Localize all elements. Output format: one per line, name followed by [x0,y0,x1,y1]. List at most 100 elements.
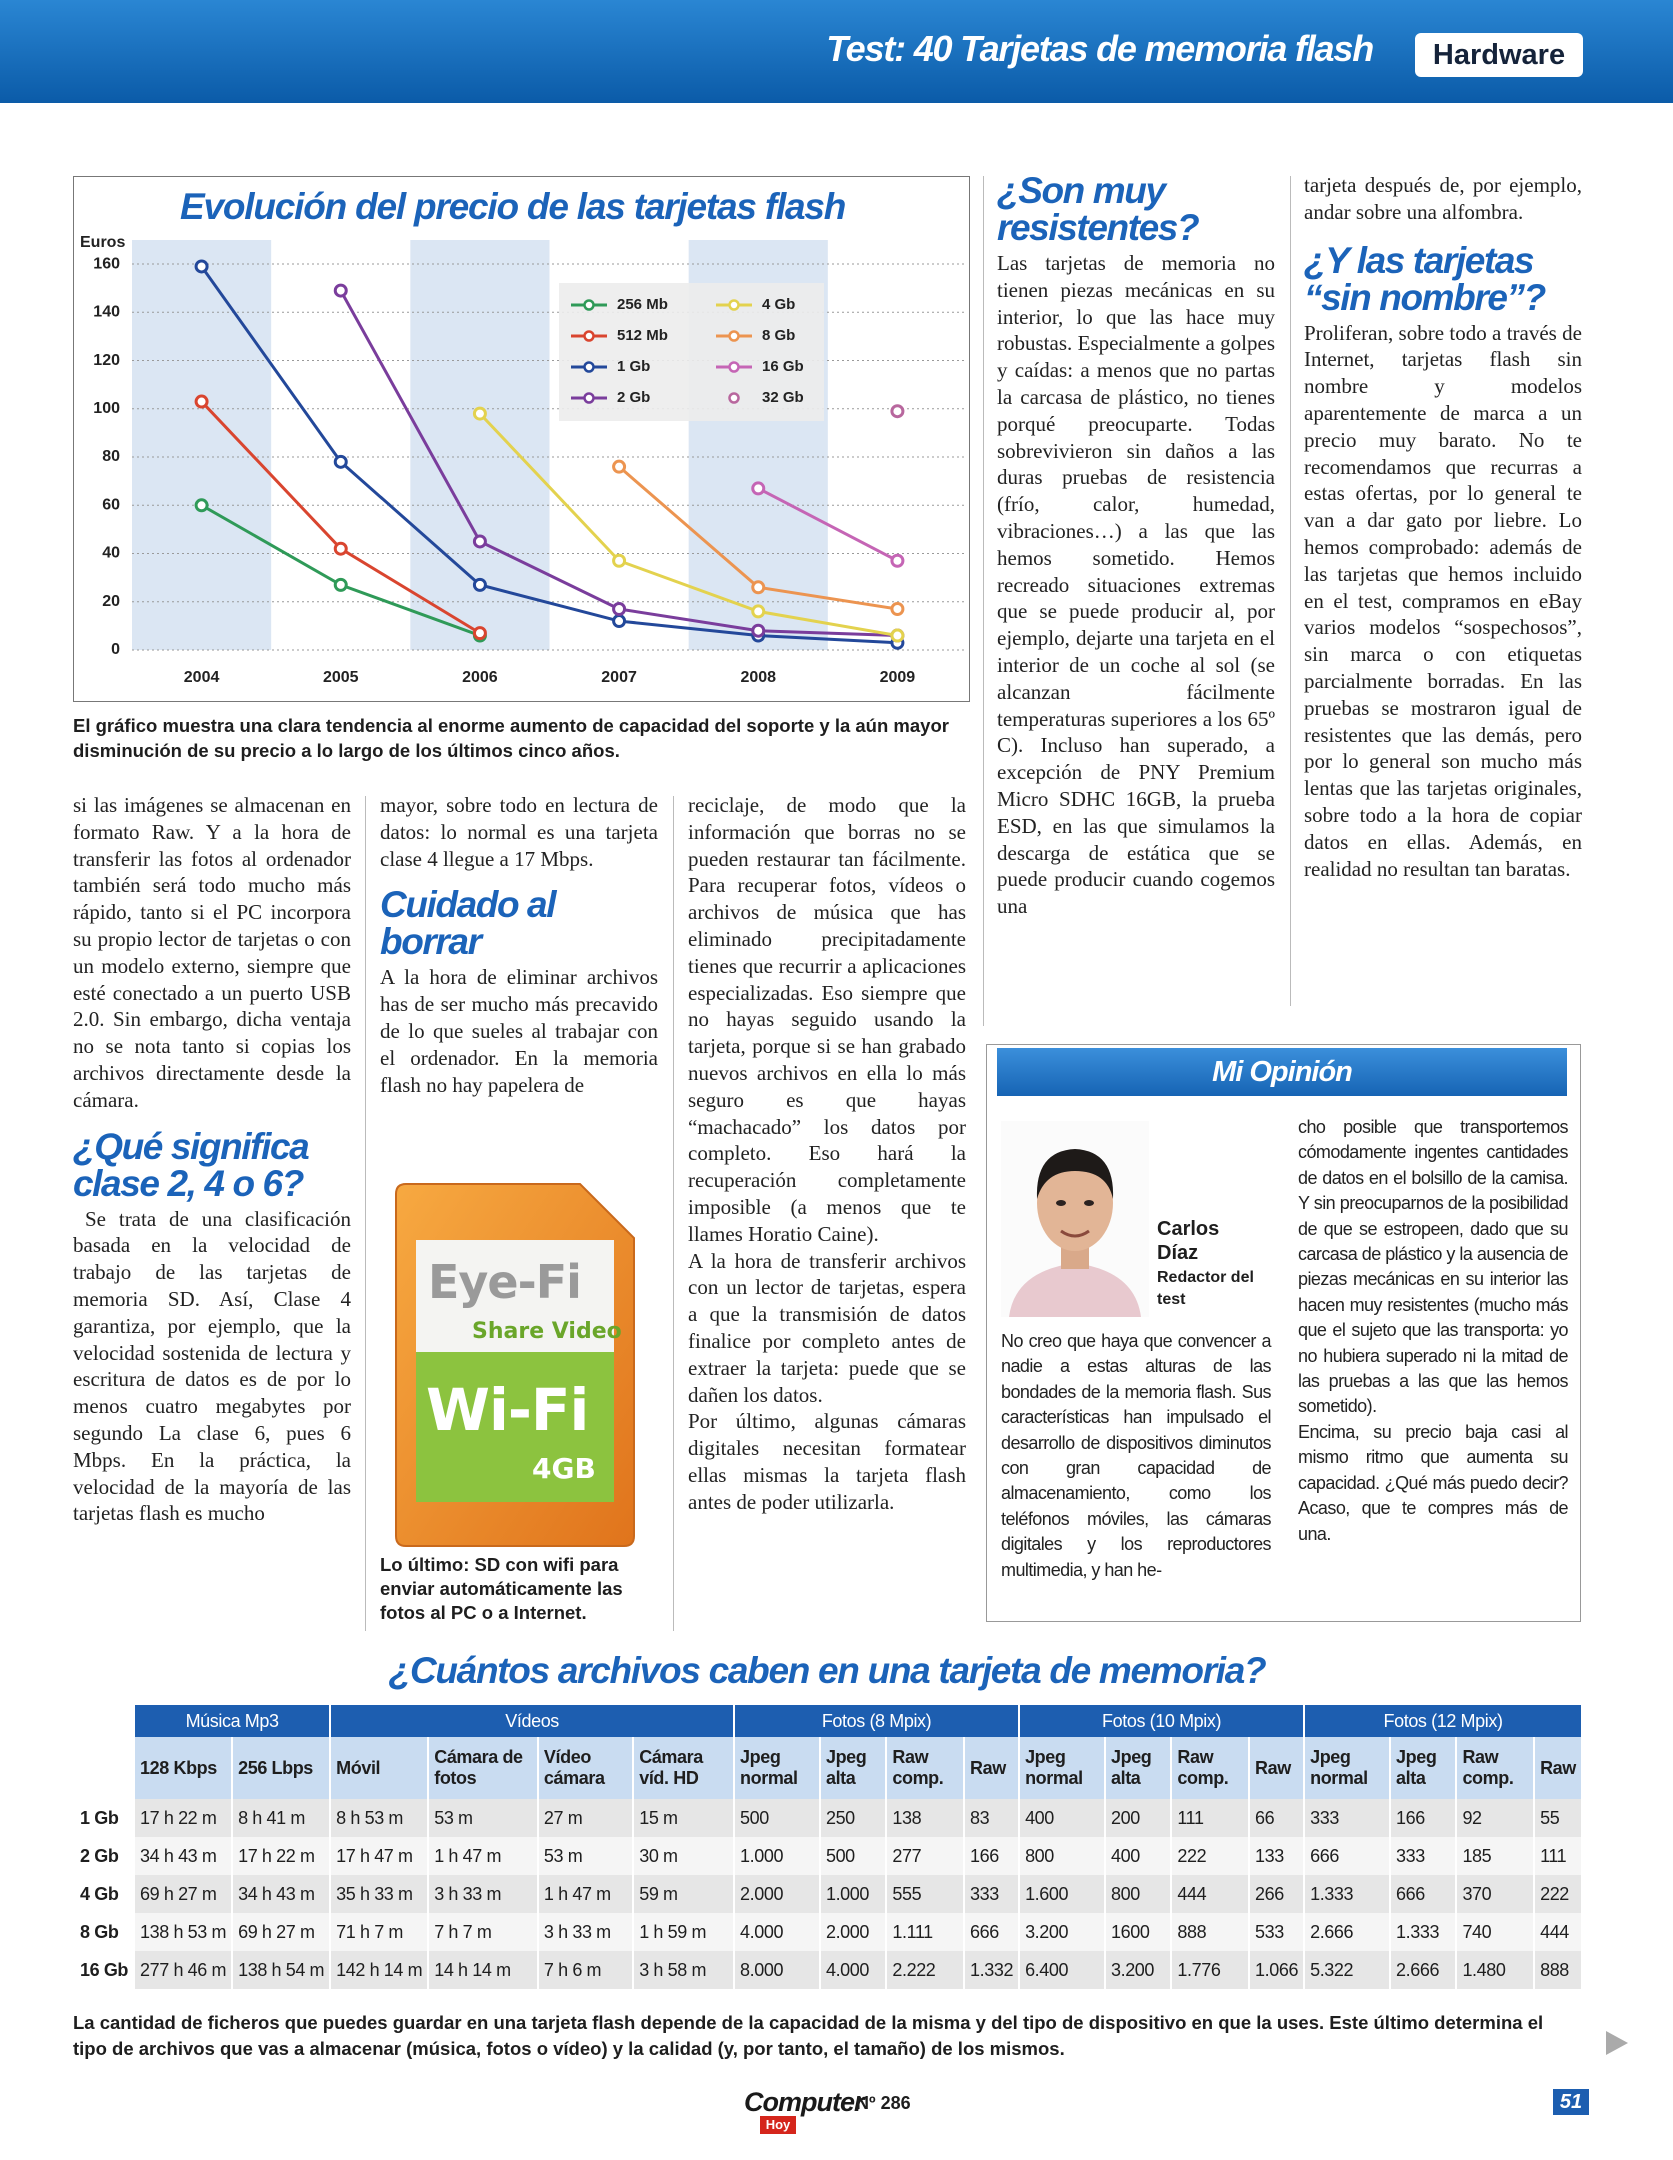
table-cell: 185 [1455,1837,1535,1875]
table-cell: 740 [1455,1913,1535,1951]
y-tick-label: 140 [93,304,120,321]
capacity-table: Música Mp3 Vídeos Fotos (8 Mpix) Fotos (10 … [72,1705,1581,1989]
paragraph: Por último, algunas cámaras digitales ne… [688,1409,966,1514]
data-point [194,498,209,513]
table-cell: 1.111 [885,1913,965,1951]
table-cell: 14 h 14 m [427,1951,538,1989]
table-cell: 1.332 [963,1951,1020,1989]
table-cell: 444 [1170,1875,1250,1913]
legend-label: 2 Gb [617,389,650,406]
data-point [472,534,487,549]
legend-label: 4 Gb [762,296,795,313]
data-point [194,394,209,409]
legend-marker [583,330,595,342]
table-cell: 17 h 22 m [231,1837,331,1875]
card-tagline: Share Video [472,1319,622,1344]
legend-marker [728,361,740,373]
data-point [333,541,348,556]
x-tick-label: 2009 [880,669,916,686]
table-cell: 3 h 58 m [632,1951,735,1989]
legend-label: 8 Gb [762,327,795,344]
legend-label: 512 Mb [617,327,668,344]
data-point [751,604,766,619]
paragraph: Proliferan, sobre todo a través de Inter… [1304,320,1582,881]
column-header: Jpeg alta [1103,1737,1172,1799]
column-header: Raw [963,1737,1020,1799]
mouth [1060,1229,1090,1238]
paragraph: Se trata de una clasificación basada en … [73,1206,351,1526]
column-header: Jpeg alta [1389,1737,1457,1799]
section-badge: Hardware [1415,33,1583,77]
paragraph: Encima, su precio baja casi al mismo rit… [1298,1421,1569,1544]
table-cell: 222 [1170,1837,1250,1875]
eye [1084,1200,1094,1206]
next-arrow [1606,2031,1628,2055]
table-cell: 500 [818,1837,887,1875]
table-cell: 4.000 [733,1913,820,1951]
column: mayor, sobre todo en lectura de datos: l… [380,792,658,1098]
table-cell: 800 [1018,1837,1105,1875]
card-label [416,1240,614,1352]
column-rule [1290,176,1291,1006]
legend-label: 32 Gb [762,389,804,406]
table-cell: 400 [1103,1837,1172,1875]
table-cell: 888 [1170,1913,1250,1951]
column-header: 256 Lbps [231,1737,331,1799]
column-header: Jpeg normal [1303,1737,1391,1799]
row-label: 2 Gb [72,1837,135,1875]
table-cell: 666 [963,1913,1020,1951]
table-cell: 55 [1533,1799,1581,1837]
magazine-logo: Computer [744,2087,864,2117]
opinion-text: No creo que haya que convencer a nadie a… [1001,1329,1272,1583]
issue-number: Nº 286 [856,2093,911,2113]
data-point [333,454,348,469]
table-cell: 2.222 [885,1951,965,1989]
table-cell: 1 h 47 m [536,1875,634,1913]
table-cell: 333 [1303,1799,1391,1837]
table-cell: 83 [963,1799,1020,1837]
table-cell: 1.600 [1018,1875,1105,1913]
column-header: Raw comp. [1170,1737,1250,1799]
legend-marker [583,361,595,373]
column-header: Cámara víd. HD [632,1737,735,1799]
chart-title: Evolución del precio de las tarjetas fla… [180,186,846,227]
row-label: 4 Gb [72,1875,135,1913]
table-cell: 2.000 [733,1875,820,1913]
card-capacity: 4GB [532,1452,596,1485]
table-title: ¿Cuántos archivos caben en una tarjeta d… [388,1650,1267,1691]
chart-caption: El gráfico muestra una clara tendencia a… [73,715,949,761]
table-cell: 1.776 [1170,1951,1250,1989]
table-cell: 250 [818,1799,887,1837]
data-point [751,580,766,595]
table-cell: 277 h 46 m [133,1951,233,1989]
table-cell: 17 h 22 m [133,1799,233,1837]
heading: ¿Qué significa clase 2, 4 o 6? [73,1125,310,1204]
table-cell: 30 m [632,1837,735,1875]
table-cell: 3 h 33 m [536,1913,634,1951]
eye [1056,1200,1066,1206]
table-cell: 1.000 [818,1875,887,1913]
heading: Cuidado al borrar [380,884,557,963]
data-point [890,628,905,643]
table-cell: 53 m [427,1799,538,1837]
heading: ¿Y las tarjetas “sin nombre”? [1304,239,1546,318]
column-header: Jpeg normal [1018,1737,1105,1799]
group-header: Música Mp3 [133,1705,331,1737]
card-label-text: Wi-Fi [426,1376,588,1444]
table-cell: 266 [1248,1875,1305,1913]
opinion-box: Mi Opinión Carlos Díaz Redactor del test… [986,1044,1581,1622]
table-cell: 333 [963,1875,1020,1913]
subheader-row: 128 Kbps 256 Lbps Móvil Cámara de fotos Víde… [74,1737,1581,1799]
card-panel [416,1352,614,1502]
face [1037,1155,1113,1251]
table-cell: 166 [963,1837,1020,1875]
table-cell: 142 h 14 m [329,1951,429,1989]
table-cell: 111 [1170,1799,1250,1837]
table-row: 16 Gb 277 h 46 m 138 h 54 m 142 h 14 m 14 h … [72,1951,1581,1989]
data-point [612,614,627,629]
column: si las imágenes se almacenan en formato … [73,792,351,1527]
column-header: Vídeo cámara [536,1737,634,1799]
paragraph: tarjeta después de, por ejemplo, andar s… [1304,173,1582,224]
author-role: Redactor del test [1157,1269,1254,1308]
